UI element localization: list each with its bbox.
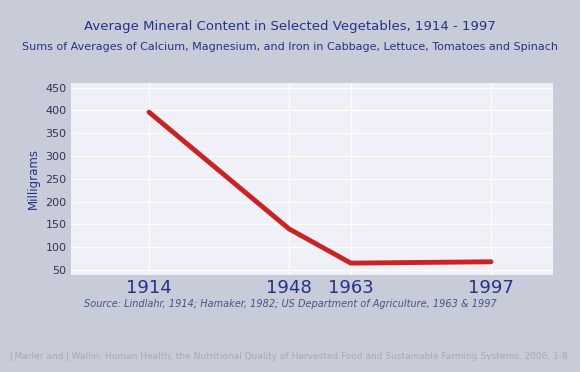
Text: J Marler and J Wallin. Human Health, the Nutritional Quality of Harvested Food a: J Marler and J Wallin. Human Health, the…: [9, 352, 571, 361]
Text: Average Mineral Content in Selected Vegetables, 1914 - 1997: Average Mineral Content in Selected Vege…: [84, 20, 496, 33]
Text: Sums of Averages of Calcium, Magnesium, and Iron in Cabbage, Lettuce, Tomatoes a: Sums of Averages of Calcium, Magnesium, …: [22, 42, 558, 52]
Text: Source: Lindlahr, 1914; Hamaker, 1982; US Department of Agriculture, 1963 & 1997: Source: Lindlahr, 1914; Hamaker, 1982; U…: [84, 299, 496, 309]
Y-axis label: Milligrams: Milligrams: [27, 148, 40, 209]
